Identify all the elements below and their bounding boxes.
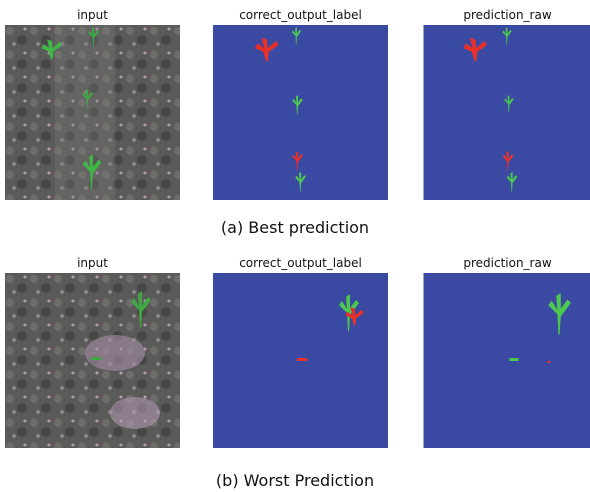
label-image — [213, 273, 388, 448]
label-image — [213, 25, 388, 200]
input-image — [5, 273, 180, 448]
panel-title: input — [5, 256, 180, 270]
panel-title: prediction_raw — [420, 8, 590, 22]
figure: input correct_output_label prediction_ra… — [0, 0, 590, 492]
caption: (a) Best prediction — [0, 218, 590, 237]
prediction-image — [420, 273, 590, 448]
caption: (b) Worst Prediction — [0, 471, 590, 490]
panel-title: correct_output_label — [213, 256, 388, 270]
panel-title: input — [5, 8, 180, 22]
input-image — [5, 25, 180, 200]
panel-title: correct_output_label — [213, 8, 388, 22]
prediction-image — [420, 25, 590, 200]
panel-title: prediction_raw — [420, 256, 590, 270]
